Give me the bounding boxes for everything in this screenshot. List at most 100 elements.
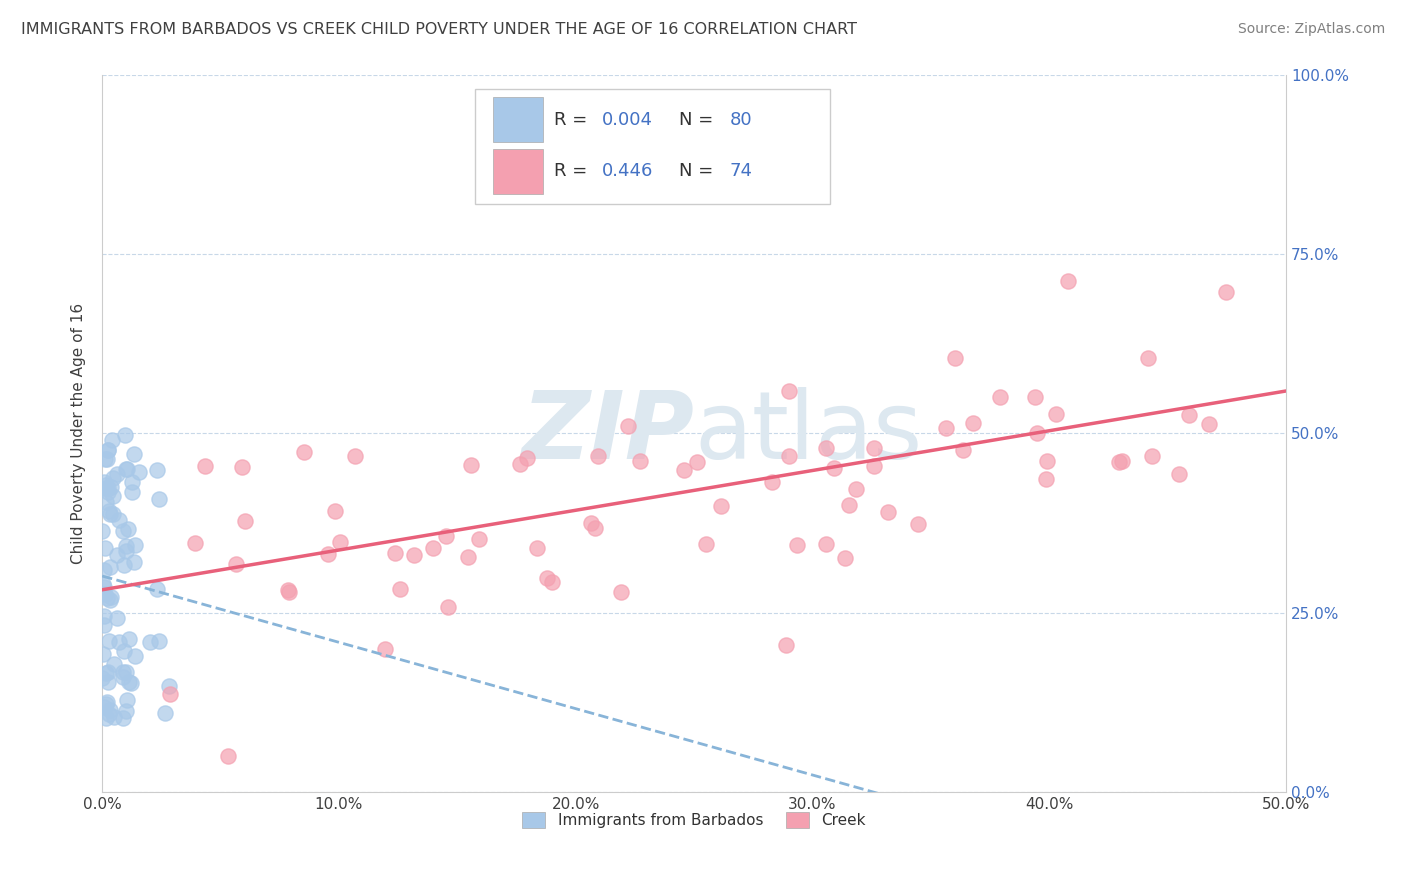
Point [148, 491, 170, 506]
Point [457, 549, 479, 564]
Point [231, 460, 253, 475]
Point [111, 524, 134, 538]
Point [115, 543, 138, 558]
Point [114, 539, 136, 553]
Point [94, 698, 117, 712]
Point [91, 524, 114, 538]
Point [1215, 285, 1237, 299]
Point [122, 447, 145, 461]
Point [761, 475, 783, 490]
Point [93, 475, 115, 490]
Point [101, 489, 124, 503]
Point [98, 706, 121, 721]
Text: atlas: atlas [695, 387, 922, 479]
Point [1142, 449, 1164, 463]
Point [103, 657, 125, 671]
Point [935, 420, 957, 434]
Point [695, 537, 717, 551]
Point [98, 560, 121, 574]
Point [159, 687, 181, 701]
Point [838, 498, 860, 512]
Point [943, 351, 966, 365]
Text: R =: R = [554, 162, 593, 180]
Point [778, 384, 800, 398]
Point [786, 538, 808, 552]
Point [98, 507, 121, 521]
Text: Source: ZipAtlas.com: Source: ZipAtlas.com [1237, 22, 1385, 37]
Point [101, 470, 124, 484]
Point [114, 704, 136, 718]
Point [1035, 471, 1057, 485]
Point [217, 749, 239, 764]
Point [628, 454, 651, 468]
Point [952, 442, 974, 457]
Point [100, 591, 122, 605]
Point [93, 700, 115, 714]
Point [124, 648, 146, 663]
Point [907, 517, 929, 532]
Point [225, 557, 247, 571]
Point [139, 635, 162, 649]
Point [1198, 417, 1220, 432]
Point [155, 706, 177, 721]
Point [617, 419, 640, 434]
Point [122, 556, 145, 570]
Point [97, 443, 120, 458]
Point [564, 125, 586, 139]
Point [118, 674, 141, 689]
Point [610, 585, 633, 599]
Point [93, 618, 115, 632]
Point [277, 582, 299, 597]
Point [1167, 467, 1189, 482]
Point [588, 450, 610, 464]
Point [1024, 390, 1046, 404]
Point [374, 641, 396, 656]
Point [823, 461, 845, 475]
Point [157, 679, 180, 693]
Point [148, 633, 170, 648]
Point [93, 563, 115, 577]
Point [94, 482, 117, 496]
Point [467, 532, 489, 546]
Legend: Immigrants from Barbados, Creek: Immigrants from Barbados, Creek [516, 806, 872, 835]
Point [1045, 407, 1067, 421]
Point [778, 450, 800, 464]
Point [115, 462, 138, 476]
Point [108, 513, 131, 527]
Point [91, 671, 114, 685]
Point [93, 609, 115, 624]
Point [344, 449, 367, 463]
Point [94, 477, 117, 491]
Point [121, 475, 143, 489]
Point [97, 482, 120, 496]
FancyBboxPatch shape [494, 97, 543, 142]
Point [1036, 454, 1059, 468]
Point [100, 480, 122, 494]
Point [96, 452, 118, 467]
Text: R =: R = [554, 111, 593, 128]
Point [1178, 408, 1201, 422]
Point [402, 548, 425, 562]
Point [323, 504, 346, 518]
Point [988, 390, 1011, 404]
Text: IMMIGRANTS FROM BARBADOS VS CREEK CHILD POVERTY UNDER THE AGE OF 16 CORRELATION : IMMIGRANTS FROM BARBADOS VS CREEK CHILD … [21, 22, 858, 37]
Point [98, 703, 121, 717]
Point [96, 695, 118, 709]
Point [583, 521, 606, 535]
Text: 0.004: 0.004 [602, 111, 652, 128]
Point [105, 548, 128, 562]
Point [97, 665, 120, 679]
Text: 74: 74 [730, 162, 752, 180]
Point [834, 550, 856, 565]
Point [111, 665, 134, 679]
Point [292, 444, 315, 458]
Point [863, 441, 886, 455]
Point [120, 676, 142, 690]
Y-axis label: Child Poverty Under the Age of 16: Child Poverty Under the Age of 16 [72, 302, 86, 564]
Point [103, 508, 125, 522]
Point [710, 499, 733, 513]
Point [112, 558, 135, 572]
Point [775, 638, 797, 652]
Point [97, 484, 120, 499]
Point [115, 693, 138, 707]
